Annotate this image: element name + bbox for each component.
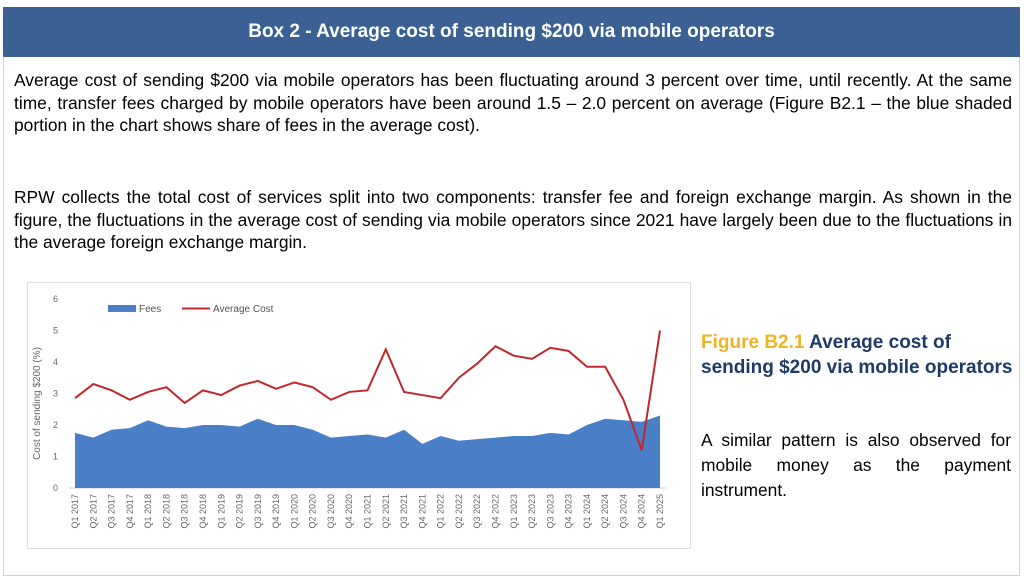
figure-chart: 0 1 2 3 4 5 6 Cost of sending $200 (%) Q1 2017 Q2…: [27, 282, 691, 549]
y-axis-label: Cost of sending $200 (%): [32, 347, 43, 460]
x-tick-label: Q2 2017: [88, 494, 98, 529]
x-tick-label: Q4 2022: [490, 494, 500, 529]
x-tick-label: Q1 2018: [143, 494, 153, 529]
x-tick-label: Q1 2021: [363, 494, 373, 529]
legend-swatch-fees: [108, 305, 136, 312]
x-tick-label: Q4 2020: [344, 494, 354, 529]
y-tick-label: 5: [53, 326, 58, 336]
x-tick-label: Q2 2024: [600, 494, 610, 529]
y-tick-label: 4: [53, 357, 58, 367]
x-tick-label: Q2 2018: [161, 494, 171, 529]
y-tick-label: 0: [53, 483, 58, 493]
x-tick-label: Q1 2025: [655, 494, 665, 529]
figure-note: A similar pattern is also observed for m…: [701, 430, 1011, 500]
x-tick-label: Q4 2021: [417, 494, 427, 529]
x-tick-label: Q1 2024: [582, 494, 592, 529]
paragraph-cost-components: RPW collects the total cost of services …: [14, 187, 1012, 252]
x-tick-label: Q3 2020: [326, 494, 336, 529]
legend-label-fees: Fees: [139, 304, 161, 315]
x-tick-label: Q1 2017: [70, 494, 80, 529]
x-tick-label: Q4 2018: [198, 494, 208, 529]
x-tick-label: Q3 2024: [618, 494, 628, 529]
x-tick-label: Q2 2019: [235, 494, 245, 529]
x-tick-label: Q3 2018: [180, 494, 190, 529]
x-tick-label: Q1 2023: [509, 494, 519, 529]
y-tick-label: 6: [53, 294, 58, 304]
average-cost-line: [74, 330, 661, 451]
x-tick-label: Q3 2017: [107, 494, 117, 529]
x-tick-label: Q1 2019: [216, 494, 226, 529]
x-tick-label: Q4 2024: [637, 494, 647, 529]
x-tick-label: Q3 2021: [399, 494, 409, 529]
box-header: Box 2 - Average cost of sending $200 via…: [3, 7, 1020, 57]
x-tick-label: Q4 2023: [564, 494, 574, 529]
x-tick-label: Q2 2020: [308, 494, 318, 529]
y-tick-label: 3: [53, 389, 58, 399]
x-tick-label: Q3 2023: [545, 494, 555, 529]
box-title: Box 2 - Average cost of sending $200 via…: [248, 21, 775, 42]
x-tick-label: Q1 2022: [436, 494, 446, 529]
x-tick-label: Q2 2023: [527, 494, 537, 529]
figure-title: Average cost of sending $200 via mobile …: [701, 332, 1013, 378]
legend-label-average-cost: Average Cost: [213, 304, 274, 315]
x-tick-label: Q4 2017: [125, 494, 135, 529]
x-tick-label: Q4 2019: [271, 494, 281, 529]
fees-area: [75, 415, 660, 488]
paragraph-average-cost: Average cost of sending $200 via mobile …: [14, 70, 1012, 135]
cost-chart-svg: 0 1 2 3 4 5 6 Cost of sending $200 (%) Q1 2017 Q2…: [32, 294, 666, 529]
figure-number: Figure B2.1: [701, 332, 805, 353]
x-tick-label: Q3 2022: [472, 494, 482, 529]
x-tick-label: Q3 2019: [253, 494, 263, 529]
box-frame: [3, 57, 1020, 576]
x-tick-label: Q1 2020: [289, 494, 299, 529]
figure-caption: Figure B2.1 Average cost of sending $200…: [701, 330, 1013, 380]
x-tick-label: Q2 2022: [454, 494, 464, 529]
x-tick-label: Q2 2021: [381, 494, 391, 529]
y-tick-label: 1: [53, 452, 58, 462]
y-tick-label: 2: [53, 420, 58, 430]
